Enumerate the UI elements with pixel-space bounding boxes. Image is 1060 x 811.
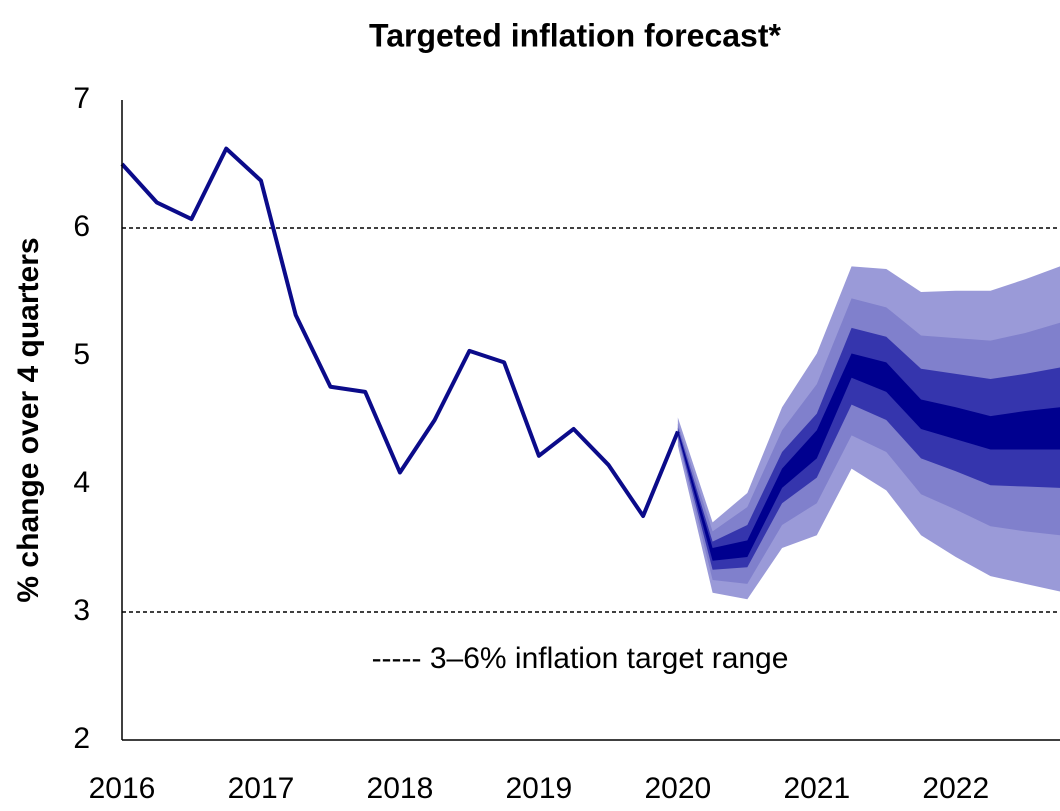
y-tick-label: 4	[73, 466, 90, 499]
x-tick-label: 2022	[922, 772, 989, 805]
x-tick-label: 2021	[783, 772, 850, 805]
x-tick-label: 2016	[89, 772, 156, 805]
x-tick-label: 2019	[506, 772, 573, 805]
annotation: ----- 3–6% inflation target range	[372, 642, 789, 675]
y-tick-label: 5	[73, 338, 90, 371]
chart-title: Targeted inflation forecast*	[369, 17, 781, 53]
x-tick-label: 2020	[644, 772, 711, 805]
y-axis-label: % change over 4 quarters	[12, 237, 45, 602]
y-tick-label: 3	[73, 594, 90, 627]
y-tick-label: 2	[73, 722, 90, 755]
x-tick-label: 2017	[228, 772, 295, 805]
data-line	[120, 146, 680, 518]
x-tick-label: 2018	[367, 772, 434, 805]
y-tick-label: 7	[73, 82, 90, 115]
fan-band	[677, 327, 1060, 570]
y-tick-label: 6	[73, 210, 90, 243]
